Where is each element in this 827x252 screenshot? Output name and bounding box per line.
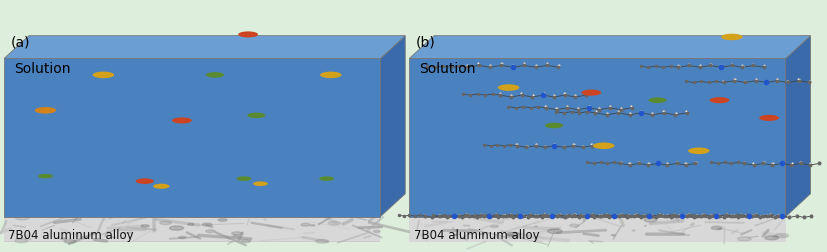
Circle shape <box>35 108 56 114</box>
Circle shape <box>237 177 251 181</box>
Circle shape <box>172 118 192 124</box>
Circle shape <box>688 148 710 154</box>
Circle shape <box>490 225 499 228</box>
Circle shape <box>301 224 310 226</box>
Circle shape <box>570 224 579 227</box>
Circle shape <box>633 230 635 231</box>
Circle shape <box>759 115 779 121</box>
Circle shape <box>498 85 519 91</box>
Circle shape <box>247 113 265 119</box>
Circle shape <box>319 177 334 181</box>
Polygon shape <box>409 37 810 59</box>
Circle shape <box>206 73 224 78</box>
Circle shape <box>506 234 513 236</box>
Circle shape <box>232 232 242 235</box>
Circle shape <box>507 232 520 236</box>
Circle shape <box>136 179 154 184</box>
Circle shape <box>710 98 729 104</box>
Circle shape <box>65 240 76 243</box>
Polygon shape <box>4 37 405 59</box>
Circle shape <box>772 236 777 238</box>
Circle shape <box>311 225 315 226</box>
Circle shape <box>374 231 380 233</box>
Circle shape <box>320 72 342 79</box>
Circle shape <box>188 224 194 225</box>
Polygon shape <box>4 59 380 217</box>
Polygon shape <box>4 241 380 242</box>
Text: 7B04 aluminum alloy: 7B04 aluminum alloy <box>414 228 539 241</box>
Circle shape <box>206 230 215 233</box>
Circle shape <box>593 143 614 149</box>
Circle shape <box>241 240 251 243</box>
Circle shape <box>560 216 567 219</box>
Text: Solution: Solution <box>14 62 70 76</box>
Circle shape <box>179 236 186 239</box>
Polygon shape <box>4 217 380 242</box>
Polygon shape <box>409 59 786 217</box>
Circle shape <box>461 217 465 218</box>
Circle shape <box>718 229 721 230</box>
Circle shape <box>765 236 778 240</box>
Circle shape <box>160 221 171 225</box>
Polygon shape <box>786 37 810 217</box>
Circle shape <box>238 32 258 38</box>
Circle shape <box>218 219 227 222</box>
Circle shape <box>711 226 722 230</box>
Circle shape <box>738 237 751 241</box>
Circle shape <box>316 239 328 243</box>
Circle shape <box>648 98 667 104</box>
Circle shape <box>16 216 29 220</box>
Circle shape <box>15 239 28 243</box>
Polygon shape <box>380 37 405 217</box>
Circle shape <box>479 234 484 235</box>
Circle shape <box>153 184 170 189</box>
Circle shape <box>202 223 212 226</box>
Circle shape <box>547 229 562 234</box>
Circle shape <box>38 174 53 179</box>
Circle shape <box>170 226 184 230</box>
Circle shape <box>545 123 563 129</box>
Polygon shape <box>409 217 786 242</box>
Circle shape <box>775 234 788 238</box>
Circle shape <box>611 235 615 236</box>
Circle shape <box>581 90 601 96</box>
Circle shape <box>535 226 538 227</box>
Text: (a): (a) <box>11 35 31 49</box>
Circle shape <box>93 72 114 79</box>
Circle shape <box>60 238 67 240</box>
Circle shape <box>253 182 268 186</box>
Circle shape <box>644 218 657 222</box>
Text: 7B04 aluminum alloy: 7B04 aluminum alloy <box>8 228 134 241</box>
Circle shape <box>328 222 341 225</box>
Circle shape <box>141 225 149 227</box>
Text: Solution: Solution <box>419 62 476 76</box>
Circle shape <box>721 35 743 41</box>
Circle shape <box>29 239 31 240</box>
Text: (b): (b) <box>416 35 436 49</box>
Circle shape <box>454 234 457 236</box>
